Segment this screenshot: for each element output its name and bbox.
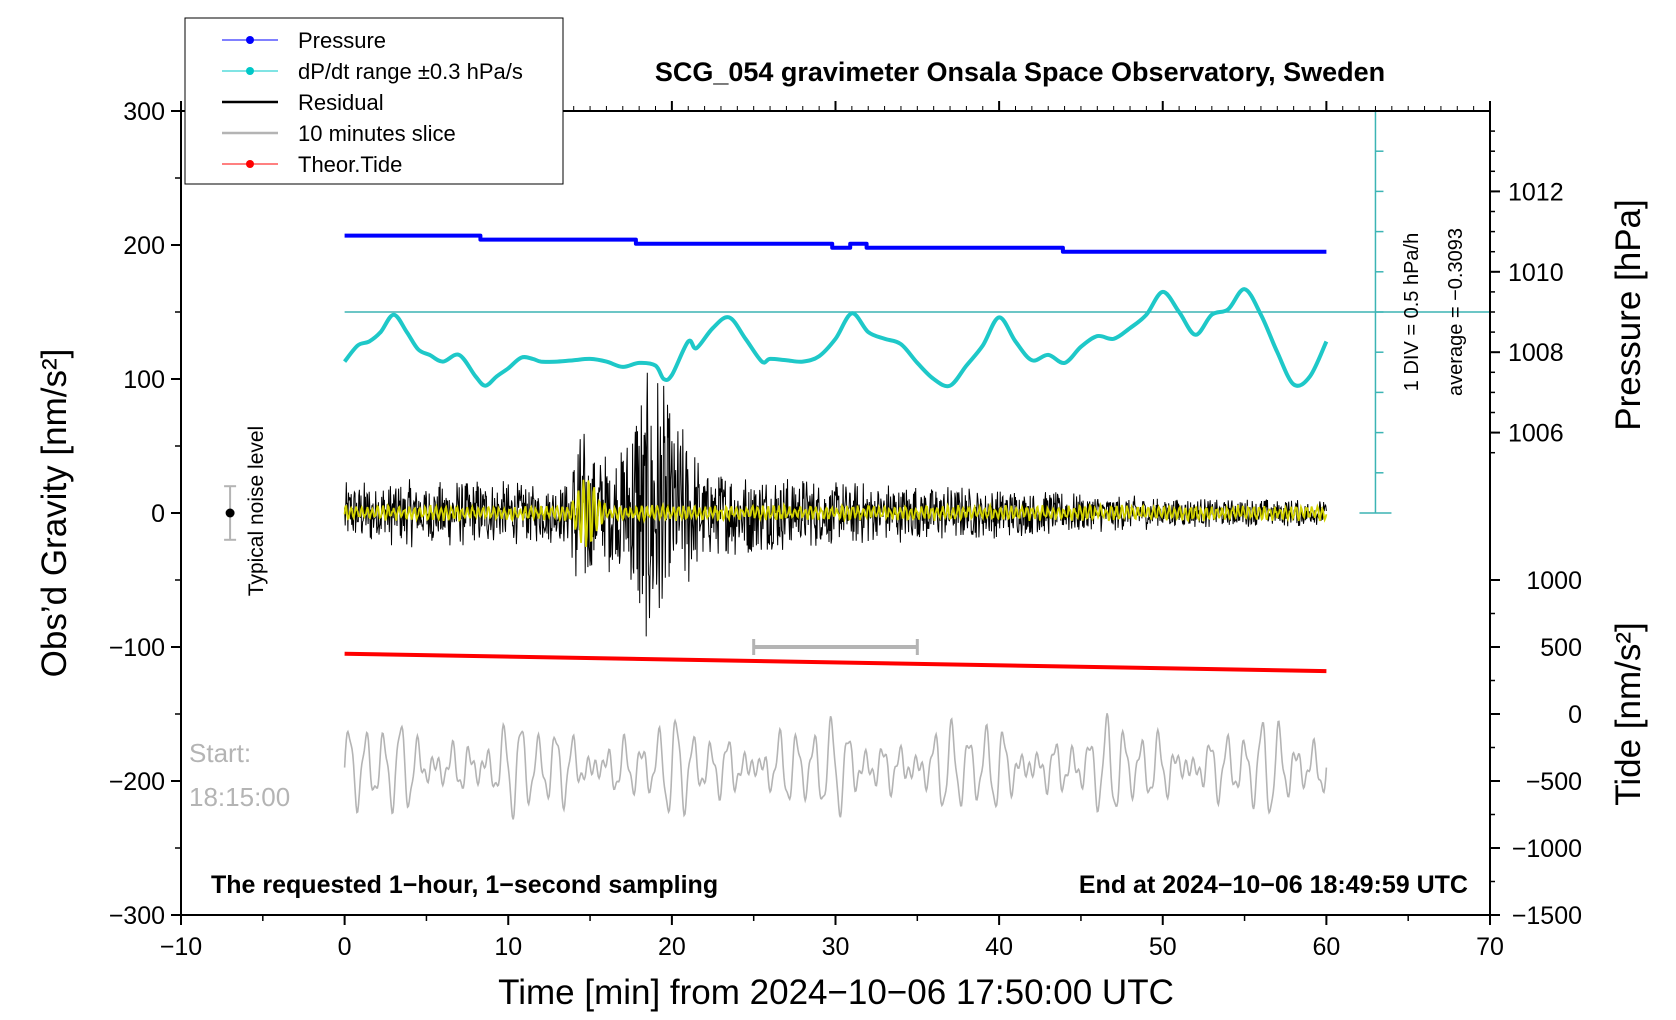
dpdt-line (343, 287, 1329, 389)
tide-tick-label: 500 (1540, 634, 1582, 662)
noise-level-label: Typical noise level (245, 426, 268, 596)
x-tick-label: 20 (658, 933, 686, 961)
y-tick-label: 200 (123, 232, 165, 260)
y-tick-label: 0 (151, 500, 165, 528)
pressure-tick-label: 1012 (1508, 178, 1564, 206)
pressure-tick-label: 1008 (1508, 339, 1564, 367)
y-axis-label-left: Obs’d Gravity [nm/s²] (35, 349, 74, 678)
scale-average-label: average = −0.3093 (1445, 228, 1467, 396)
axes: −10 0 10 20 30 40 50 60 70−300−200−1000100200300… (109, 98, 1582, 961)
legend-entry-label: Pressure (298, 28, 386, 53)
y-tick-label: −100 (109, 634, 165, 662)
start-time: 18:15:00 (189, 782, 290, 812)
x-tick-label: 30 (822, 933, 850, 961)
residual-line (344, 372, 1327, 637)
x-tick-label: 40 (985, 933, 1013, 961)
x-tick-label: −10 (160, 933, 202, 961)
tide-tick-label: 1000 (1526, 567, 1582, 595)
tide-line (344, 651, 1327, 674)
residual-series (343, 372, 1328, 637)
tide-tick-label: −1500 (1512, 902, 1582, 930)
start-label: Start: (189, 738, 251, 768)
slice-waveform (343, 713, 1328, 820)
scale-div-label: 1 DIV = 0.5 hPa/h (1401, 233, 1423, 391)
tide-tick-label: −500 (1526, 768, 1582, 796)
legend-swatch-dot (246, 67, 254, 75)
overlays (224, 111, 1392, 655)
legend-entry-label: dP/dt range ±0.3 hPa/s (298, 59, 523, 84)
end-time-note: End at 2024−10−06 18:49:59 UTC (1079, 871, 1468, 899)
x-tick-label: 50 (1149, 933, 1177, 961)
x-tick-label: 60 (1312, 933, 1340, 961)
legend-swatch-dot (246, 36, 254, 44)
data-lines (343, 233, 1490, 674)
x-tick-label: 70 (1476, 933, 1504, 961)
tide-tick-label: −1000 (1512, 835, 1582, 863)
chart-title: SCG_054 gravimeter Onsala Space Observat… (655, 57, 1385, 87)
pressure-tick-label: 1010 (1508, 259, 1564, 287)
x-axis-label: Time [min] from 2024−10−06 17:50:00 UTC (498, 973, 1174, 1012)
legend: Pressure dP/dt range ±0.3 hPa/s Residual 10… (184, 17, 564, 185)
filtered-residual-line (343, 479, 1328, 547)
tide-tick-label: 0 (1568, 701, 1582, 729)
noise-bar-center (225, 508, 235, 518)
legend-entry-label: Theor.Tide (298, 152, 402, 177)
legend-entry-label: 10 minutes slice (298, 121, 456, 146)
x-tick-label: 10 (494, 933, 522, 961)
legend-swatch-dot (246, 160, 254, 168)
y-axis-label-tide: Tide [nm/s²] (1609, 622, 1648, 805)
pressure-line (344, 233, 1327, 254)
y-tick-label: 100 (123, 366, 165, 394)
legend-entry-label: Residual (298, 90, 384, 115)
pressure-tick-label: 1006 (1508, 420, 1564, 448)
y-tick-label: −200 (109, 768, 165, 796)
x-tick-label: 0 (338, 933, 352, 961)
y-tick-label: −300 (109, 902, 165, 930)
y-tick-label: 300 (123, 98, 165, 126)
y-axis-label-pressure: Pressure [hPa] (1609, 199, 1648, 431)
sampling-note: The requested 1−hour, 1−second sampling (211, 871, 718, 899)
slice-waveform-line (343, 713, 1328, 820)
